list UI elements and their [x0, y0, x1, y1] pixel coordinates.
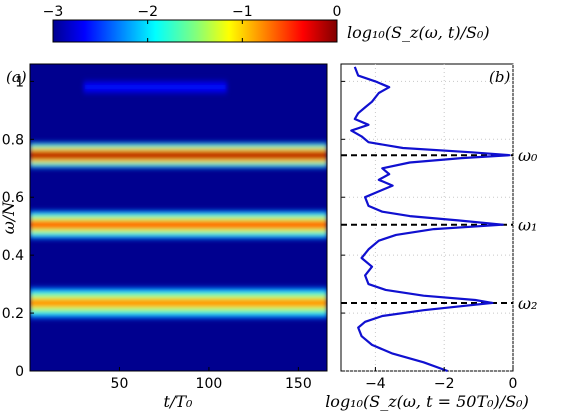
colorbar-tick-label: 0 — [333, 4, 342, 20]
x-tick-label: −2 — [434, 376, 455, 392]
colorbar: −3 −2 −1 0 log₁₀(S_z(ω, t)/S₀) — [43, 4, 490, 43]
spectrum-line — [350, 66, 511, 373]
heatmap-band — [30, 222, 327, 228]
y-tick-label: 0 — [15, 364, 24, 380]
panel-b-label: (b) — [489, 68, 510, 86]
colorbar-label: log₁₀(S_z(ω, t)/S₀) — [347, 23, 490, 42]
heatmap-frame — [29, 63, 328, 372]
y-axis-label: ω/N — [0, 201, 18, 234]
x-axis-label: t/T₀ — [164, 392, 193, 411]
panel-a: 50 100 150 0 0.2 0.4 0.6 0.8 1 t/T₀ ω/N (a) — [0, 63, 328, 411]
y-tick-label: 0.4 — [2, 248, 24, 264]
heatmap-band — [30, 153, 327, 158]
colorbar-gradient — [52, 19, 338, 43]
y-tick-label: 1 — [15, 74, 24, 90]
x-tick-label: 150 — [285, 376, 312, 392]
y-tick-label: 0.6 — [2, 190, 24, 206]
x-tick-label: 100 — [196, 376, 223, 392]
panel-a-label: (a) — [6, 68, 27, 86]
peak-label: ω₂ — [518, 294, 537, 313]
heatmap-band — [30, 300, 327, 306]
heatmap-band — [83, 86, 227, 89]
colorbar-tick-label: −3 — [43, 4, 64, 20]
y-tick-label: 0.2 — [2, 306, 24, 322]
colorbar-tick-label: −1 — [232, 4, 253, 20]
peak-label: ω₀ — [518, 146, 538, 165]
peak-label: ω₁ — [518, 216, 537, 235]
y-tick-label: 0.8 — [2, 132, 24, 148]
x-tick-label: −4 — [365, 376, 386, 392]
colorbar-tick-label: −2 — [137, 4, 158, 20]
x-axis-label-b: log₁₀(S_z(ω, t = 50T₀)/S₀) — [325, 392, 529, 411]
x-tick-label: 0 — [509, 376, 518, 392]
x-tick-label: 50 — [111, 376, 129, 392]
